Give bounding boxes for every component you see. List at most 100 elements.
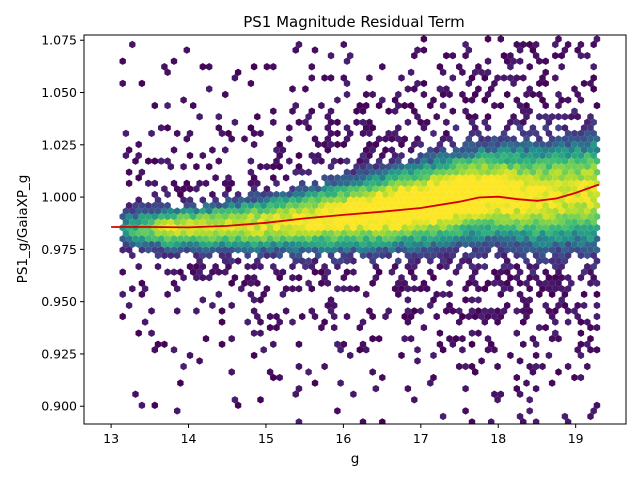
hexbin-cell bbox=[209, 301, 216, 310]
hexbin-cell bbox=[411, 185, 418, 193]
hexbin-cell bbox=[552, 285, 559, 293]
hexbin-cell bbox=[504, 268, 511, 276]
hexbin-cell bbox=[539, 174, 546, 182]
hexbin-cell bbox=[568, 113, 575, 121]
hexbin-cell bbox=[270, 174, 277, 182]
hexbin-cell bbox=[488, 418, 495, 424]
hexbin-cell bbox=[475, 329, 482, 337]
hexbin-cell bbox=[452, 157, 460, 165]
hexbin-cell bbox=[385, 107, 392, 115]
hexbin-cell bbox=[331, 190, 338, 199]
hexbin-cell bbox=[494, 274, 501, 282]
hexbin-cell bbox=[584, 262, 591, 271]
hexbin-cell bbox=[334, 218, 341, 226]
hexbin-cell bbox=[504, 90, 511, 99]
hexbin-cell bbox=[542, 146, 549, 154]
hexbin-cell bbox=[539, 240, 546, 249]
hexbin-cell bbox=[555, 35, 562, 43]
hexbin-cell bbox=[497, 224, 504, 232]
hexbin-cell bbox=[423, 251, 431, 260]
hexbin-cell bbox=[353, 285, 360, 293]
hexbin-cell bbox=[548, 146, 556, 154]
hexbin-cell bbox=[468, 329, 476, 337]
hexbin-cell bbox=[491, 212, 498, 221]
hexbin-cell bbox=[564, 362, 572, 371]
hexbin-cell bbox=[391, 218, 399, 226]
hexbin-cell bbox=[366, 140, 373, 149]
hexbin-cell bbox=[273, 312, 280, 321]
chart-title: PS1 Magnitude Residual Term bbox=[243, 13, 465, 31]
hexbin-cell bbox=[423, 207, 431, 215]
hexbin-cell bbox=[324, 146, 331, 154]
hexbin-cell bbox=[193, 185, 200, 193]
hexbin-cell bbox=[222, 201, 229, 210]
hexbin-cell bbox=[318, 279, 325, 287]
hexbin-cell bbox=[222, 246, 229, 254]
hexbin-cell bbox=[135, 196, 142, 204]
hexbin-cell bbox=[177, 235, 184, 243]
hexbin-cell bbox=[481, 207, 488, 215]
hexbin-cell bbox=[273, 179, 280, 187]
hexbin-cell bbox=[462, 151, 469, 160]
hexbin-cell bbox=[343, 157, 351, 165]
hexbin-cell bbox=[324, 113, 331, 121]
hexbin-cell bbox=[388, 179, 396, 187]
hexbin-cell bbox=[407, 190, 415, 199]
hexbin-cell bbox=[334, 118, 341, 126]
hexbin-cell bbox=[456, 207, 463, 215]
hexbin-cell bbox=[417, 118, 424, 126]
hexbin-cell bbox=[404, 307, 412, 315]
hexbin-cell bbox=[523, 212, 530, 221]
hexbin-cell bbox=[548, 113, 556, 121]
hexbin-cell bbox=[343, 79, 351, 88]
hexbin-cell bbox=[555, 90, 562, 99]
hexbin-cell bbox=[542, 68, 549, 76]
hexbin-cell bbox=[331, 312, 338, 321]
hexbin-cell bbox=[327, 196, 335, 204]
hexbin-cell bbox=[308, 107, 315, 115]
hexbin-cell bbox=[504, 57, 511, 65]
hexbin-cell bbox=[385, 174, 392, 182]
hexbin-cell bbox=[369, 212, 376, 221]
hexbin-cell bbox=[276, 318, 283, 326]
hexbin-cell bbox=[382, 146, 389, 154]
hexbin-cell bbox=[539, 362, 546, 371]
hexbin-cell bbox=[199, 218, 206, 226]
hexbin-cell bbox=[523, 101, 530, 110]
hexbin-cell bbox=[138, 201, 146, 210]
hexbin-cell bbox=[430, 129, 437, 138]
hexbin-cell bbox=[574, 312, 581, 321]
hexbin-cell bbox=[459, 346, 466, 354]
hexbin-cell bbox=[148, 218, 155, 226]
hexbin-cell bbox=[593, 224, 601, 232]
hexbin-cell bbox=[125, 146, 133, 154]
hexbin-cell bbox=[331, 301, 338, 310]
hexbin-cell bbox=[571, 240, 578, 249]
hexbin-cell bbox=[497, 35, 504, 43]
hexbin-cell bbox=[456, 240, 463, 249]
hexbin-cell bbox=[282, 307, 290, 315]
hexbin-cell bbox=[468, 118, 476, 126]
hexbin-cell bbox=[119, 235, 126, 243]
hexbin-cell bbox=[164, 246, 171, 254]
hexbin-cell bbox=[446, 90, 453, 99]
hexbin-cell bbox=[286, 135, 293, 143]
hexbin-cell bbox=[222, 212, 229, 221]
hexbin-cell bbox=[558, 207, 565, 215]
hexbin-cell bbox=[545, 229, 553, 237]
hexbin-cell bbox=[244, 240, 251, 249]
hexbin-cell bbox=[472, 201, 479, 210]
hexbin-cell bbox=[542, 190, 549, 199]
hexbin-cell bbox=[420, 46, 428, 54]
hexbin-cell bbox=[475, 251, 482, 260]
hexbin-cell bbox=[180, 96, 187, 104]
hexbin-cell bbox=[334, 407, 341, 415]
hexbin-cell bbox=[308, 207, 315, 215]
hexbin-cell bbox=[462, 385, 469, 393]
hexbin-cell bbox=[395, 157, 402, 165]
hexbin-cell bbox=[427, 146, 434, 154]
hexbin-cell bbox=[520, 240, 527, 249]
hexbin-cell bbox=[315, 196, 322, 204]
hexbin-cell bbox=[526, 163, 533, 171]
